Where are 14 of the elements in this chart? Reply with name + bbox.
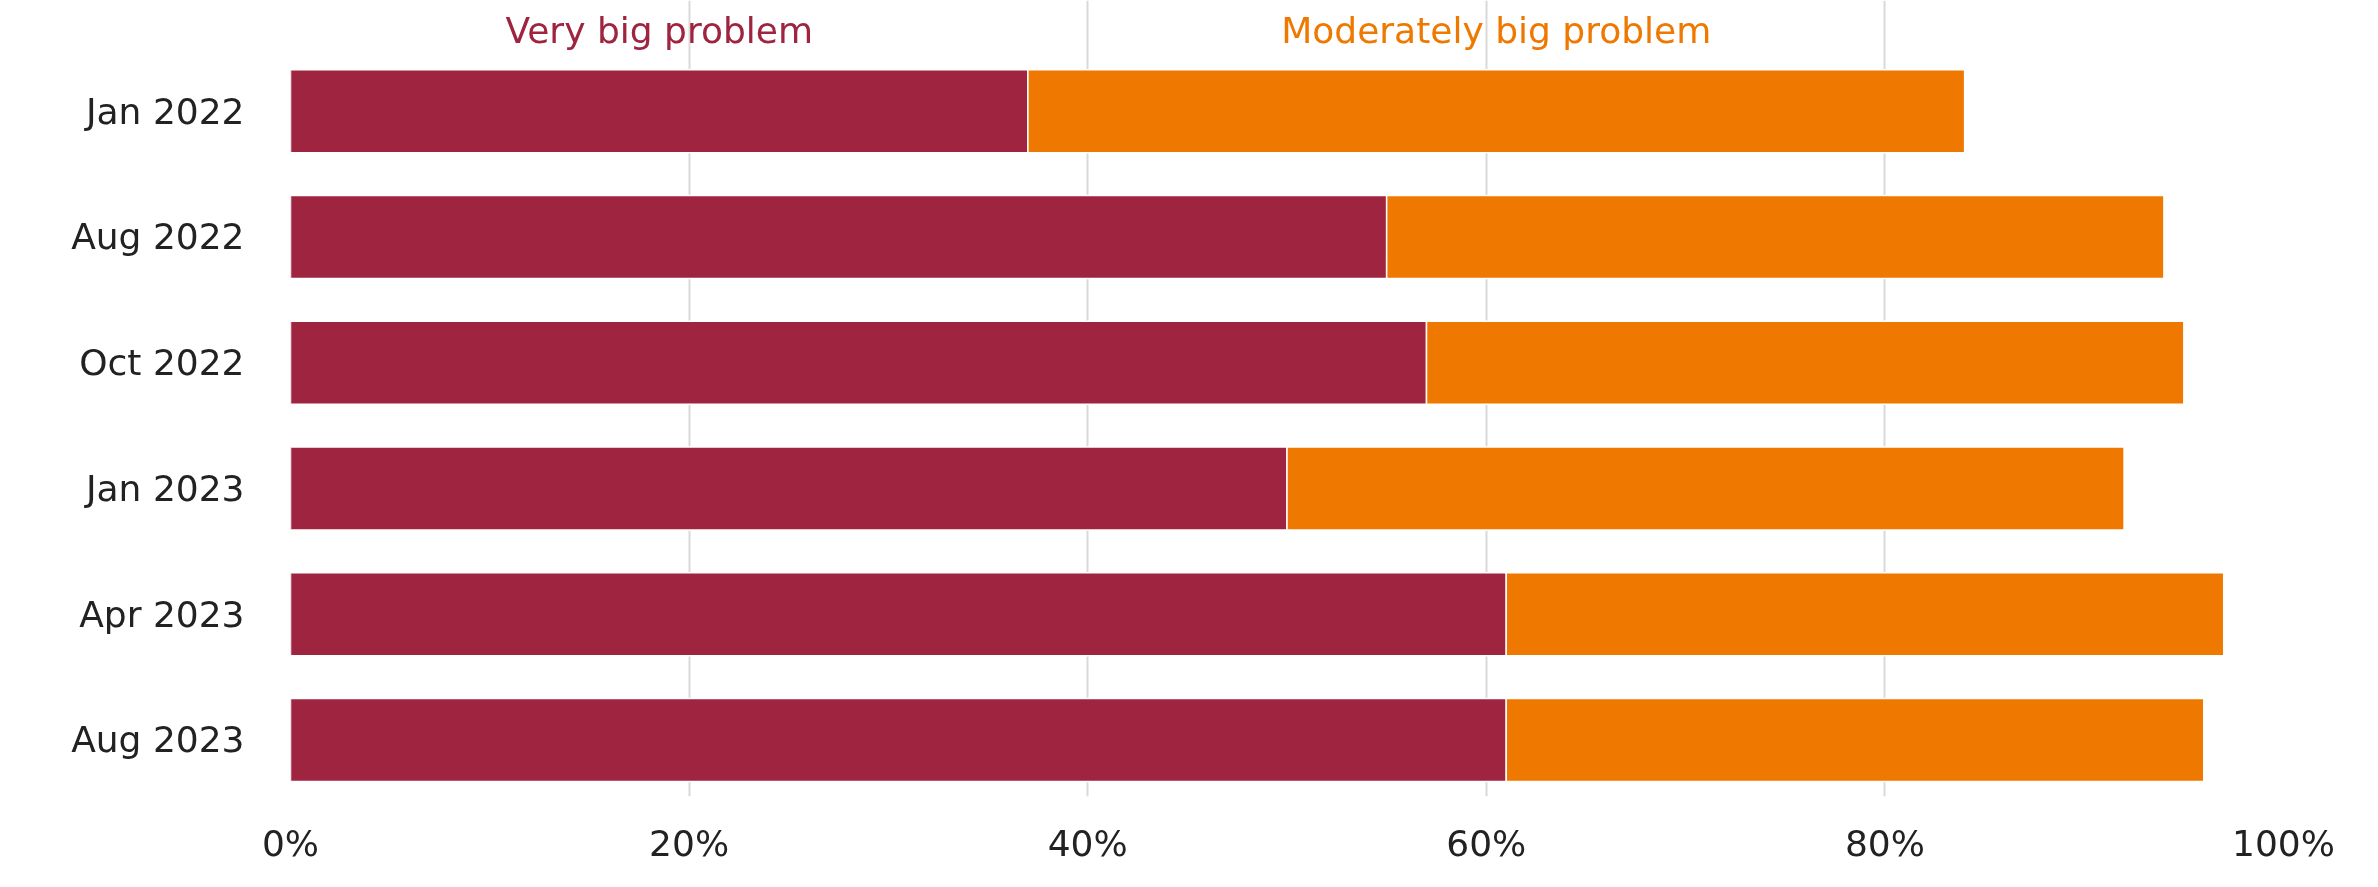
x-tick-label: 40% [1047, 822, 1128, 864]
x-tick-label: 0% [261, 822, 320, 864]
y-tick-label: Jan 2023 [83, 467, 245, 509]
x-tick-label: 80% [1844, 822, 1925, 864]
y-tick-label: Aug 2023 [71, 719, 245, 761]
series-label: Moderately big problem [1281, 10, 1712, 52]
x-tick-label: 20% [649, 822, 730, 864]
x-tick-label: 60% [1446, 822, 1527, 864]
y-tick-label: Apr 2023 [79, 593, 245, 635]
x-tick-label: 100% [2232, 822, 2335, 864]
series-label: Very big problem [505, 10, 814, 52]
y-tick-label: Oct 2022 [79, 342, 245, 384]
y-tick-label: Aug 2022 [71, 216, 245, 258]
y-tick-label: Jan 2022 [83, 90, 245, 132]
